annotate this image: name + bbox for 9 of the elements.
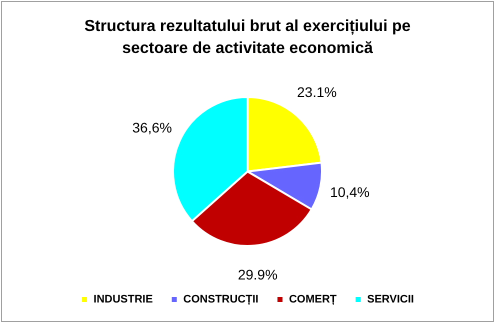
legend-label: COMERȚ bbox=[288, 294, 337, 306]
legend-label: SERVICII bbox=[367, 294, 414, 306]
chart-title: Structura rezultatului brut al exercițiului pe sectoare de activitate economică bbox=[83, 17, 412, 59]
data-label: 10,4% bbox=[330, 184, 370, 200]
legend-label: INDUSTRIE bbox=[94, 294, 153, 306]
legend-label: CONSTRUCȚII bbox=[183, 294, 258, 306]
data-label: 36,6% bbox=[132, 120, 172, 136]
data-label: 23.1% bbox=[297, 84, 337, 100]
data-label: 29.9% bbox=[238, 266, 278, 282]
